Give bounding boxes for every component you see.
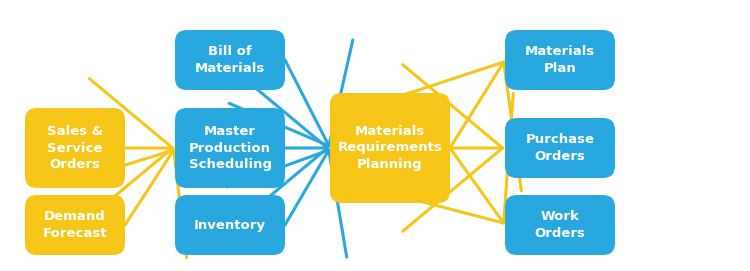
Text: Sales &
Service
Orders: Sales & Service Orders	[46, 125, 103, 171]
Text: Work
Orders: Work Orders	[535, 210, 586, 240]
FancyBboxPatch shape	[505, 195, 615, 255]
Text: Materials
Plan: Materials Plan	[525, 45, 596, 75]
FancyBboxPatch shape	[25, 195, 125, 255]
FancyBboxPatch shape	[25, 108, 125, 188]
Text: Materials
Requirements
Planning: Materials Requirements Planning	[338, 125, 442, 171]
FancyBboxPatch shape	[175, 30, 285, 90]
FancyBboxPatch shape	[505, 30, 615, 90]
Text: Master
Production
Scheduling: Master Production Scheduling	[188, 125, 272, 171]
Text: Demand
Forecast: Demand Forecast	[43, 210, 107, 240]
Text: Inventory: Inventory	[194, 218, 266, 231]
Text: Purchase
Orders: Purchase Orders	[526, 133, 595, 163]
FancyBboxPatch shape	[330, 93, 450, 203]
FancyBboxPatch shape	[505, 118, 615, 178]
FancyBboxPatch shape	[175, 195, 285, 255]
FancyBboxPatch shape	[175, 108, 285, 188]
Text: Bill of
Materials: Bill of Materials	[195, 45, 266, 75]
